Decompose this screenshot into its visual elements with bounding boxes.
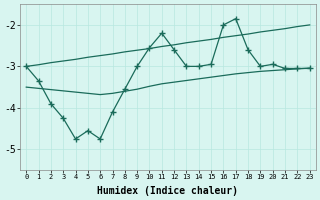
X-axis label: Humidex (Indice chaleur): Humidex (Indice chaleur) xyxy=(98,186,238,196)
